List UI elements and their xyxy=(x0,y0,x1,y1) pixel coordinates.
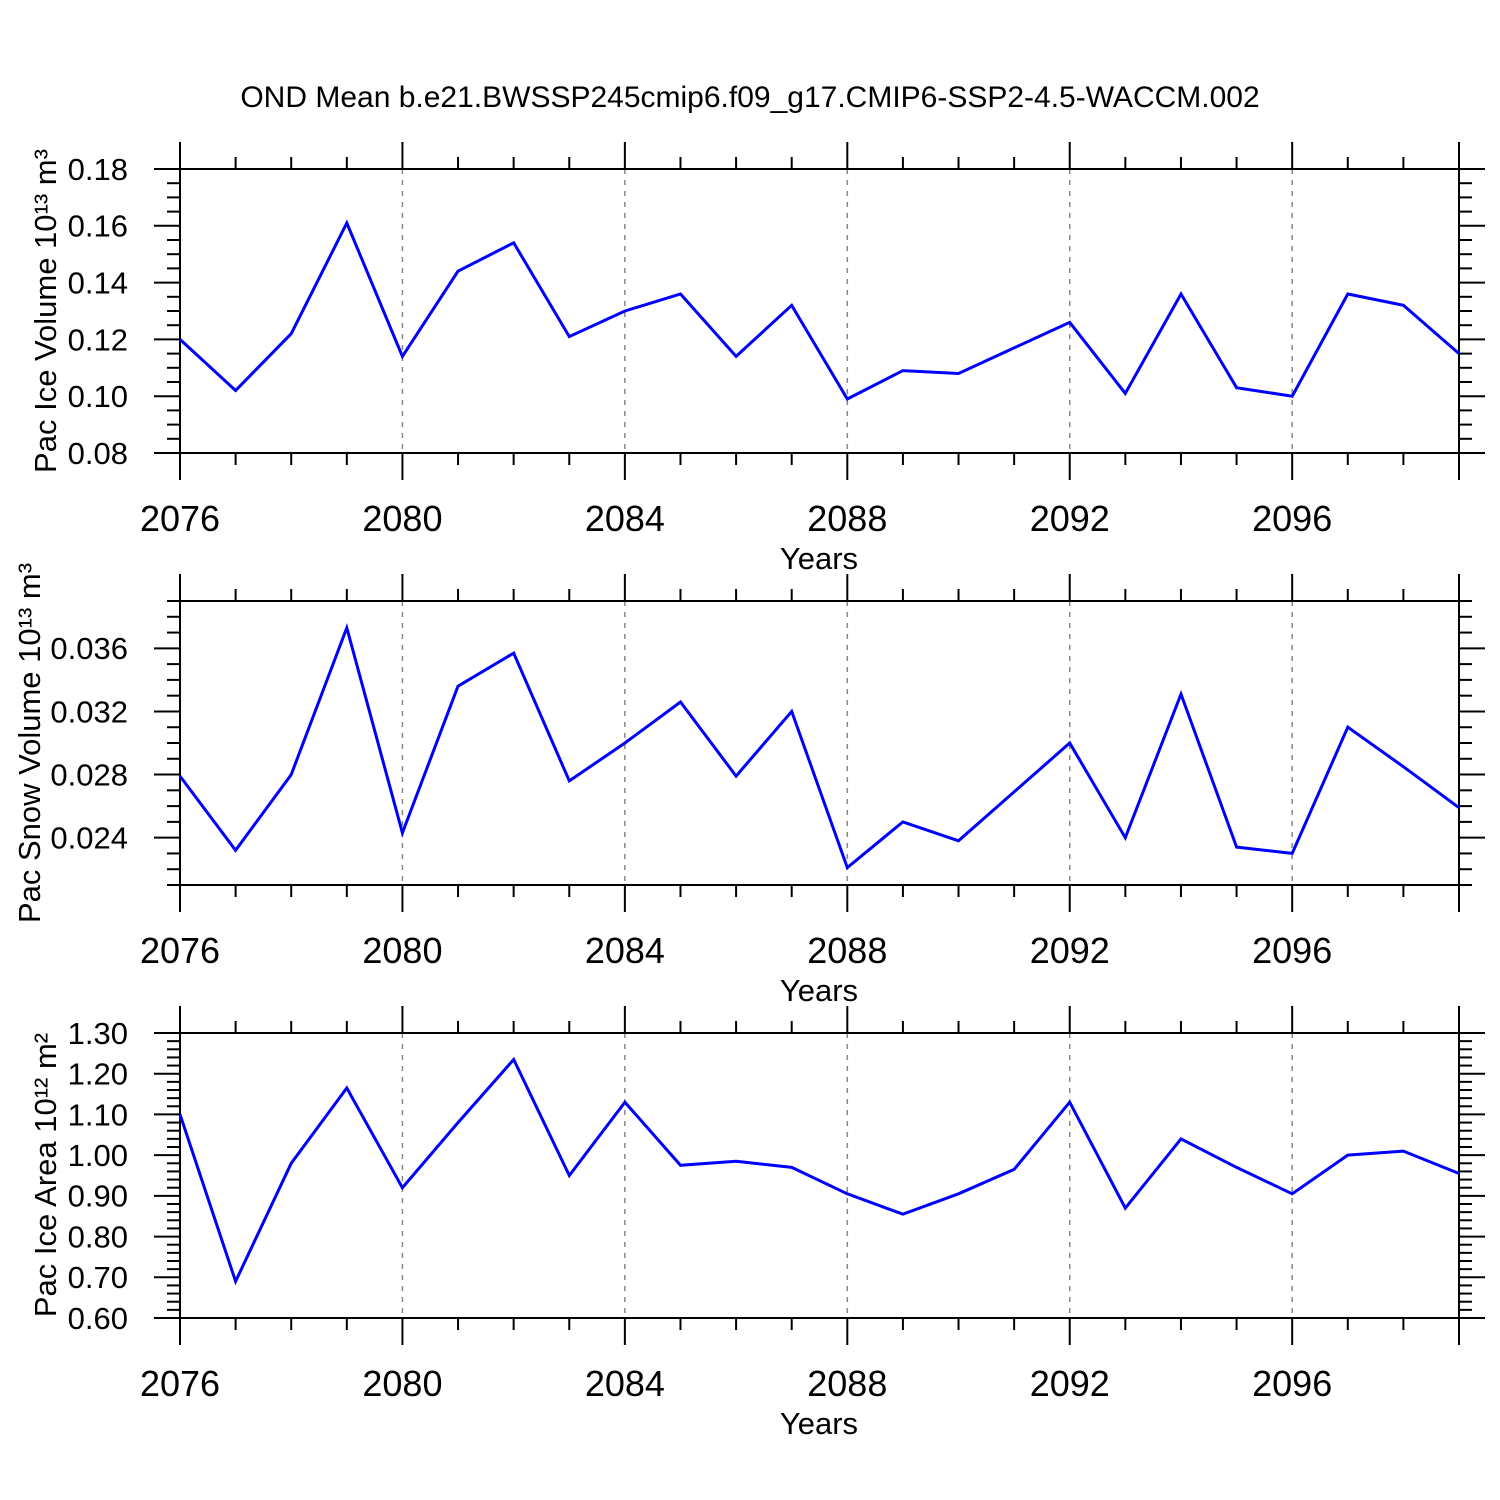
y-tick-label: 0.60 xyxy=(68,1301,128,1336)
y-tick-label: 0.18 xyxy=(68,152,128,187)
series-line xyxy=(178,1056,1460,1286)
y-tick-label: 1.10 xyxy=(68,1097,128,1132)
x-tick-label: 2096 xyxy=(1252,498,1332,539)
x-axis-title: Years xyxy=(780,1406,858,1441)
y-tick-label: 1.20 xyxy=(68,1057,128,1092)
x-tick-labels: 2076 2080 2084 2088 2092 2096 xyxy=(140,1363,1332,1404)
x-tick-label: 2084 xyxy=(585,498,665,539)
x-tick-label: 2080 xyxy=(362,930,442,971)
y-tick-labels: 0.18 0.16 0.14 0.12 0.10 0.08 xyxy=(68,152,128,471)
plot-frame xyxy=(179,168,1460,454)
y-tick-label: 0.70 xyxy=(68,1260,128,1295)
series-line xyxy=(178,622,1460,871)
x-tick-label: 2092 xyxy=(1030,1363,1110,1404)
x-tick-label: 2076 xyxy=(140,1363,220,1404)
series-line xyxy=(178,219,1460,401)
chart-pac-ice-volume: 2076 2080 2084 2088 2092 2096 0.180.160.140.1… xyxy=(28,142,1485,576)
chart-pac-ice-area: 2076 2080 2084 2088 2092 2096 1.30 1.20 1.10 1.0… xyxy=(28,1006,1485,1441)
y-tick-label: 0.16 xyxy=(68,209,128,244)
y-tick-label: 1.00 xyxy=(68,1138,128,1173)
y-tick-label: 0.024 xyxy=(50,821,128,856)
figure-title: OND Mean b.e21.BWSSP245cmip6.f09_g17.CMI… xyxy=(240,81,1259,114)
y-tick-label: 0.036 xyxy=(50,631,128,666)
y-tick-label: 1.30 xyxy=(68,1016,128,1051)
x-tick-label: 2092 xyxy=(1030,930,1110,971)
x-axis-title: Years xyxy=(780,541,858,576)
x-tick-label: 2076 xyxy=(140,930,220,971)
y-axis-title: Pac Ice Volume 10¹³ m³ xyxy=(28,149,63,473)
y-tick-label: 0.10 xyxy=(68,379,128,414)
x-axis-title: Years xyxy=(780,973,858,1008)
x-tick-label: 2076 xyxy=(140,498,220,539)
y-tick-labels: 0.036 0.032 0.028 0.024 xyxy=(50,631,128,855)
y-tick-labels: 1.30 1.20 1.10 1.00 0.90 0.80 0.70 0.60 xyxy=(68,1016,128,1336)
axis-ticks xyxy=(154,574,1485,912)
gridlines xyxy=(401,601,1293,885)
plot-frame xyxy=(179,600,1460,886)
y-axis-title: Pac Snow Volume 10¹³ m³ xyxy=(12,563,47,923)
x-tick-label: 2092 xyxy=(1030,498,1110,539)
gridlines xyxy=(401,169,1293,453)
y-tick-label: 0.80 xyxy=(68,1219,128,1254)
y-axis-title: Pac Ice Area 10¹² m² xyxy=(28,1033,63,1317)
y-tick-label: 0.14 xyxy=(68,265,128,300)
gridlines xyxy=(401,1033,1293,1318)
x-tick-label: 2084 xyxy=(585,930,665,971)
y-tick-label: 0.08 xyxy=(68,436,128,471)
plot-frame xyxy=(179,1032,1460,1319)
x-tick-label: 2088 xyxy=(807,1363,887,1404)
axis-ticks xyxy=(154,1006,1485,1345)
y-tick-label: 0.028 xyxy=(50,757,128,792)
x-tick-labels: 2076 2080 2084 2088 2092 2096 xyxy=(140,930,1332,971)
x-tick-label: 2080 xyxy=(362,1363,442,1404)
x-tick-labels: 2076 2080 2084 2088 2092 2096 xyxy=(140,498,1332,539)
x-tick-label: 2088 xyxy=(807,498,887,539)
chart-pac-snow-volume: 2076 2080 2084 2088 2092 2096 0.036 0.032 0.028… xyxy=(12,563,1485,1008)
y-tick-label: 0.90 xyxy=(68,1179,128,1214)
x-tick-label: 2080 xyxy=(362,498,442,539)
x-tick-label: 2084 xyxy=(585,1363,665,1404)
x-tick-label: 2088 xyxy=(807,930,887,971)
x-tick-label: 2096 xyxy=(1252,930,1332,971)
y-tick-label: 0.032 xyxy=(50,694,128,729)
x-tick-label: 2096 xyxy=(1252,1363,1332,1404)
y-tick-label: 0.12 xyxy=(68,322,128,357)
axis-ticks xyxy=(154,142,1485,480)
